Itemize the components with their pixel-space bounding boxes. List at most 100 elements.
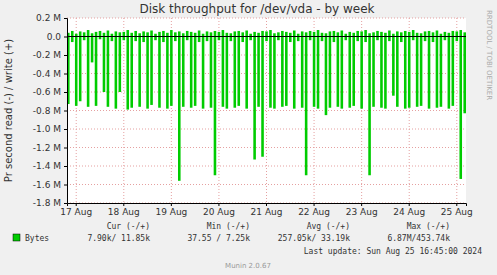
watermark: RRDTOOL / TOBI OETIKER xyxy=(485,10,493,100)
bar xyxy=(281,31,284,37)
bar xyxy=(285,32,288,37)
bar xyxy=(206,37,209,42)
bar xyxy=(115,37,118,109)
chart: 0.2 M0.0-0.2 M-0.4 M-0.6 M-0.8 M-1.0 M-1… xyxy=(0,0,497,275)
tick-label: 17 Aug xyxy=(60,207,92,217)
grid-line xyxy=(361,18,362,203)
bar xyxy=(103,37,106,93)
tick: -0.8 M xyxy=(33,106,67,116)
bar xyxy=(364,30,367,36)
bar xyxy=(178,31,181,36)
bar xyxy=(87,37,90,107)
tick: -1.2 M xyxy=(33,143,67,153)
bar xyxy=(95,32,98,37)
tick-label: 20 Aug xyxy=(203,207,235,217)
bar xyxy=(293,30,296,36)
tick: -0.2 M xyxy=(33,50,67,60)
bar xyxy=(452,31,455,37)
bar xyxy=(230,37,233,42)
grid-line xyxy=(266,18,267,203)
bar xyxy=(119,32,122,36)
tick-label: 21 Aug xyxy=(251,207,283,217)
bar xyxy=(71,37,74,43)
bar xyxy=(162,37,165,43)
bar xyxy=(448,33,451,37)
grid-line xyxy=(314,18,315,203)
tick: -1.6 M xyxy=(33,180,67,190)
legend-value: 7.90k/ 11.85k xyxy=(87,234,150,243)
bar xyxy=(273,37,276,109)
bar xyxy=(237,37,240,106)
bar xyxy=(416,33,419,37)
footer: Munin 2.0.67 xyxy=(225,262,271,270)
bar xyxy=(352,33,355,37)
tick: 18 Aug xyxy=(108,203,140,217)
tick-label: 25 Aug xyxy=(441,207,473,217)
bar xyxy=(313,32,316,37)
tick: 20 Aug xyxy=(203,203,235,217)
bar xyxy=(146,37,149,109)
bar xyxy=(412,37,415,41)
tick-label: -1.6 M xyxy=(33,180,61,190)
tick: 0.2 M xyxy=(36,13,67,23)
bar xyxy=(75,37,78,106)
bar xyxy=(384,37,387,109)
bar xyxy=(253,32,256,37)
bar xyxy=(321,33,324,37)
bar xyxy=(146,32,149,36)
bar xyxy=(317,30,320,36)
bar xyxy=(396,31,399,36)
bar xyxy=(261,37,264,157)
bar xyxy=(408,37,411,108)
bar xyxy=(241,32,244,36)
bar xyxy=(122,32,125,37)
bar xyxy=(206,31,209,36)
zero-line xyxy=(67,36,466,37)
bar xyxy=(424,31,427,36)
bar xyxy=(210,37,213,108)
tick: -0.4 M xyxy=(33,69,67,79)
bar xyxy=(245,30,248,36)
tick-mark xyxy=(64,148,67,149)
bar xyxy=(392,37,395,96)
bar xyxy=(305,32,308,36)
tick-mark xyxy=(123,203,124,206)
bar xyxy=(202,37,205,109)
legend-header: Cur (-/+) xyxy=(107,222,150,231)
bar xyxy=(333,31,336,37)
tick-label: 23 Aug xyxy=(346,207,378,217)
y-axis-title: Pr second read (-) / write (+) xyxy=(3,39,14,182)
bar xyxy=(408,32,411,37)
bar xyxy=(444,37,447,41)
bar xyxy=(83,37,86,41)
tick-mark xyxy=(64,74,67,75)
grid-line xyxy=(456,18,457,203)
tick-mark xyxy=(64,166,67,167)
tick-mark xyxy=(64,37,67,38)
bar xyxy=(198,30,201,36)
bar xyxy=(432,37,435,43)
bar xyxy=(257,33,260,37)
tick-mark xyxy=(409,203,410,206)
bar xyxy=(356,31,359,37)
bar xyxy=(313,37,316,107)
tick: 24 Aug xyxy=(393,203,425,217)
bar xyxy=(214,31,217,37)
bar xyxy=(440,37,443,107)
bar xyxy=(404,31,407,37)
bar xyxy=(83,32,86,36)
bar xyxy=(360,31,363,36)
bar xyxy=(388,30,391,36)
tick-mark xyxy=(314,203,315,206)
tick-label: -1.4 M xyxy=(33,161,61,171)
bar xyxy=(134,37,137,42)
bar xyxy=(166,33,169,37)
bar xyxy=(174,32,177,36)
grid-line xyxy=(67,110,466,111)
bar xyxy=(103,33,106,37)
bar xyxy=(329,37,332,108)
bar xyxy=(269,30,272,36)
tick-label: 18 Aug xyxy=(108,207,140,217)
bar xyxy=(186,37,189,41)
bar xyxy=(384,33,387,37)
